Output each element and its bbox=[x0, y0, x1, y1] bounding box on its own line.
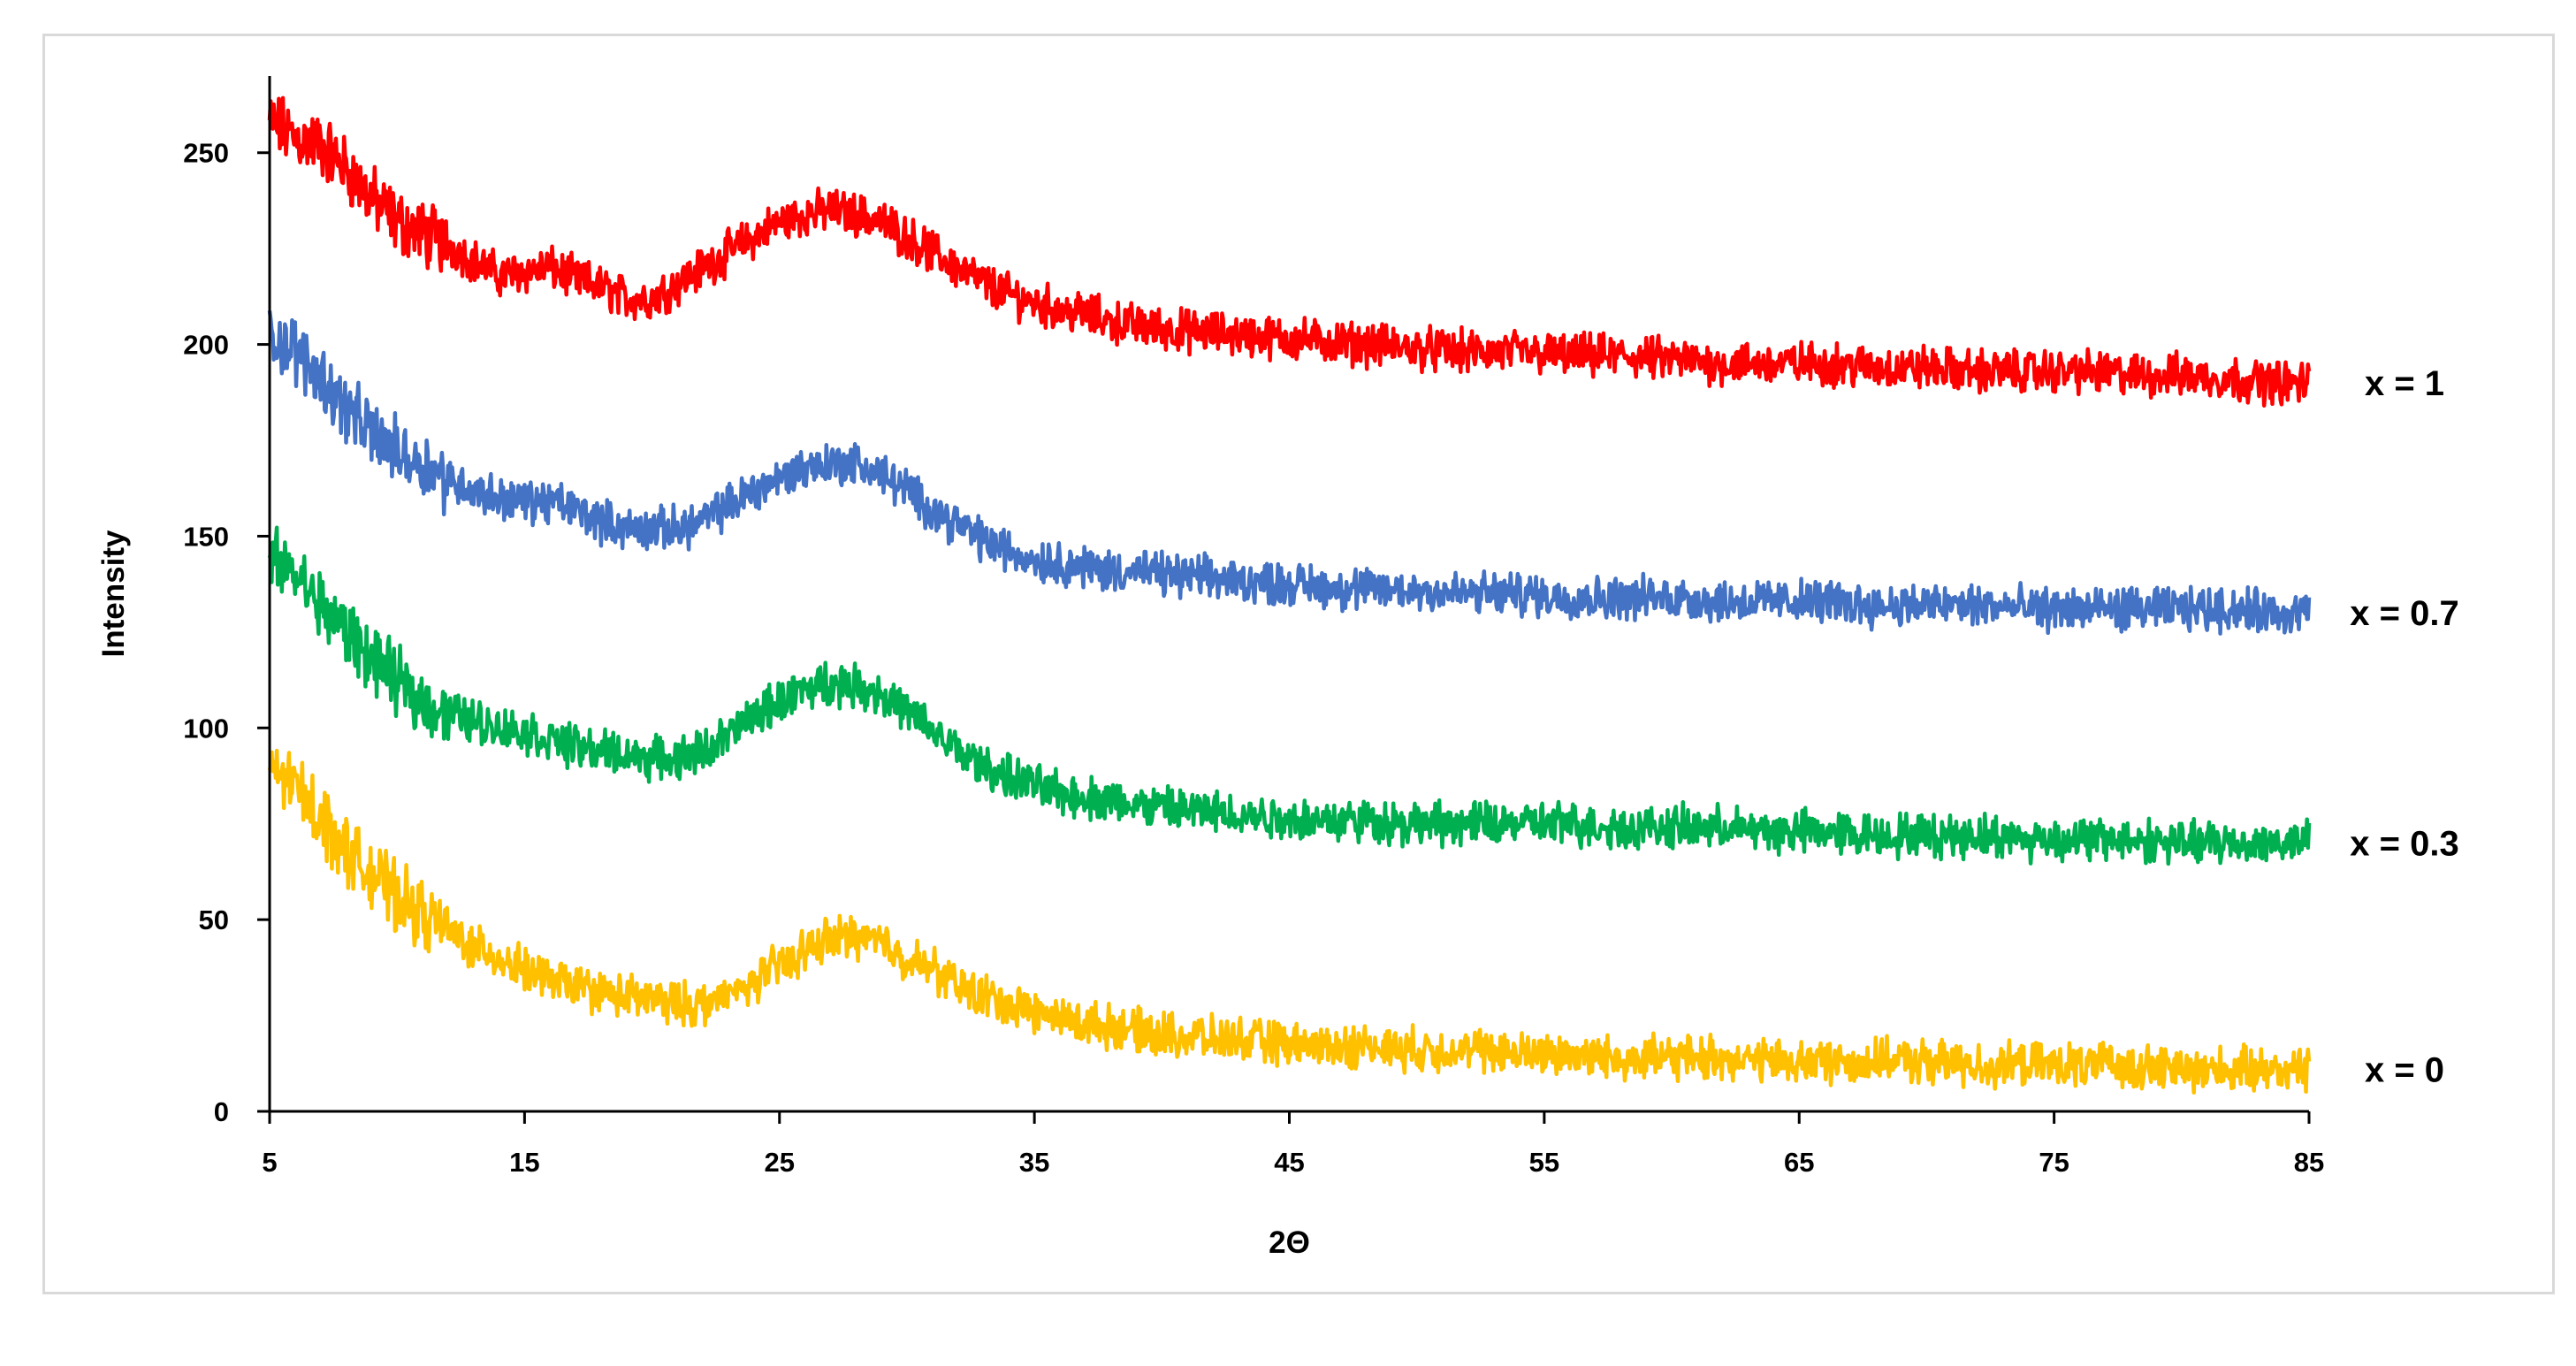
y-tick-label: 0 bbox=[214, 1096, 229, 1127]
x-tick-label: 85 bbox=[2294, 1147, 2324, 1178]
x-tick-label: 35 bbox=[1019, 1147, 1049, 1178]
series-label-x-0: x = 0 bbox=[2365, 1050, 2444, 1089]
series-label-x-0-3: x = 0.3 bbox=[2350, 824, 2458, 863]
series-label-x-1: x = 1 bbox=[2365, 364, 2444, 403]
x-tick-label: 45 bbox=[1274, 1147, 1304, 1178]
y-tick-label: 50 bbox=[199, 904, 229, 935]
series-line-x-1 bbox=[267, 95, 2312, 408]
y-tick-label: 150 bbox=[183, 521, 229, 552]
series-line-x-0-3 bbox=[267, 525, 2312, 866]
ticks-layer bbox=[257, 151, 2311, 1124]
x-tick-label: 65 bbox=[1784, 1147, 1814, 1178]
x-tick-label: 15 bbox=[509, 1147, 539, 1178]
x-tick-label: 55 bbox=[1529, 1147, 1559, 1178]
y-tick-label: 250 bbox=[183, 138, 229, 169]
series-label-x-0-7: x = 0.7 bbox=[2350, 594, 2458, 633]
x-tick-label: 25 bbox=[765, 1147, 795, 1178]
x-tick-label: 75 bbox=[2039, 1147, 2069, 1178]
series-layer bbox=[267, 95, 2312, 1095]
series-line-x-0-7 bbox=[267, 310, 2312, 636]
y-tick-label: 200 bbox=[183, 330, 229, 361]
series-line-x-0 bbox=[267, 748, 2312, 1095]
x-axis-title: 2Θ bbox=[1269, 1225, 1310, 1260]
x-tick-label: 5 bbox=[262, 1147, 277, 1178]
y-tick-label: 100 bbox=[183, 713, 229, 744]
y-axis-title: Intensity bbox=[96, 530, 131, 657]
labels-layer: 5 15 25 35 45 55 65 75 85 0 50 100 150 200 250 x = 1 x =… bbox=[183, 138, 2458, 1178]
